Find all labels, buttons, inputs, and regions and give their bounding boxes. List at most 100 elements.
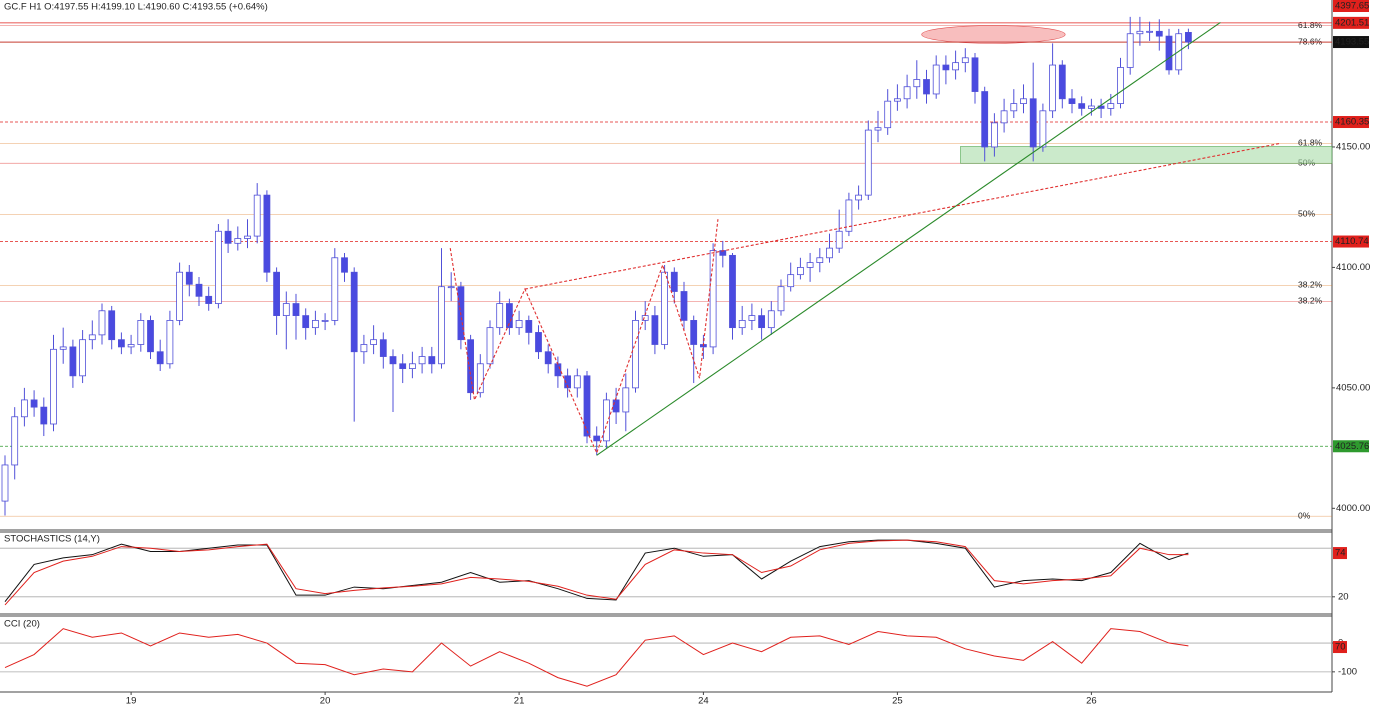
candle-body xyxy=(1058,64,1066,100)
candle-body xyxy=(787,274,795,288)
candle-body xyxy=(641,315,649,321)
y-tick-label: 4000.00 xyxy=(1336,503,1370,514)
candle-body xyxy=(758,315,765,329)
candle-body xyxy=(1107,103,1115,109)
candle-body xyxy=(1155,30,1163,37)
candle-body xyxy=(690,320,698,345)
candle-body xyxy=(680,291,688,321)
candle-body xyxy=(79,339,86,377)
price-label: 4193.55 xyxy=(1335,37,1369,48)
candle-body xyxy=(1039,110,1047,148)
candle-body xyxy=(651,315,659,345)
candle-body xyxy=(1020,98,1027,104)
candle-body xyxy=(379,339,387,357)
candle-body xyxy=(767,310,775,329)
candle-body xyxy=(806,262,814,268)
candle-body xyxy=(564,375,571,389)
price-label: 4025.76 xyxy=(1335,441,1369,452)
candle-body xyxy=(156,351,164,365)
candle-body xyxy=(816,257,824,263)
candle-body xyxy=(370,339,378,345)
price-label-box xyxy=(1333,440,1369,453)
price-label-box xyxy=(1333,0,1369,12)
candle-body xyxy=(709,250,717,348)
candle-body xyxy=(748,315,756,321)
candle-body xyxy=(603,399,610,442)
fib-label: 0% xyxy=(1298,511,1311,521)
ellipse-marker xyxy=(921,25,1066,44)
candle-body xyxy=(205,295,213,304)
value-label: 70 xyxy=(1335,642,1346,653)
candle-body xyxy=(525,320,533,333)
candle-body xyxy=(1136,30,1144,35)
candle-body xyxy=(583,375,591,437)
zone xyxy=(960,146,1333,164)
candle-body xyxy=(981,91,989,148)
candle-body xyxy=(913,79,921,88)
candle-body xyxy=(942,64,950,71)
candle-body xyxy=(884,100,892,129)
candle-body xyxy=(835,230,843,249)
candle-body xyxy=(1068,98,1076,104)
candle-body xyxy=(244,235,251,239)
y-tick-label: -100 xyxy=(1338,666,1357,677)
candle-body xyxy=(418,356,426,365)
x-tick-label: 21 xyxy=(514,696,525,707)
candle-body xyxy=(903,86,911,100)
candle-body xyxy=(40,406,48,425)
candle-body xyxy=(195,283,203,297)
fib-label: 50% xyxy=(1298,209,1315,219)
candle-body xyxy=(544,351,552,365)
candle-body xyxy=(214,230,222,304)
candle-body xyxy=(59,346,67,350)
panel-title: STOCHASTICS (14,Y) xyxy=(4,534,100,545)
y-tick-label: 4100.00 xyxy=(1336,262,1370,273)
candle-body xyxy=(573,375,581,389)
candle-body xyxy=(1185,32,1192,43)
candle-body xyxy=(292,303,300,316)
candle-body xyxy=(389,356,397,365)
candle-body xyxy=(515,320,523,329)
candle-body xyxy=(864,129,872,196)
candle-body xyxy=(923,79,930,95)
value-box xyxy=(1333,641,1347,654)
price-label: 4201.51 xyxy=(1335,17,1369,28)
fib-label: 38.2% xyxy=(1298,280,1323,290)
trendline xyxy=(449,219,719,455)
candle-body xyxy=(952,62,959,71)
candle-body xyxy=(360,344,368,353)
candle-body xyxy=(1078,103,1086,109)
candle-body xyxy=(30,399,38,408)
x-tick-label: 26 xyxy=(1086,696,1097,707)
candle-body xyxy=(670,271,678,292)
candle-body xyxy=(253,194,261,237)
candle-body xyxy=(738,320,746,329)
candle-body xyxy=(185,271,193,285)
candle-body xyxy=(166,320,174,365)
candle-body xyxy=(11,416,19,466)
candle-body xyxy=(311,320,319,329)
candle-body xyxy=(612,399,620,413)
candle-body xyxy=(894,98,901,102)
price-label: 4160.35 xyxy=(1335,117,1369,128)
trendline xyxy=(596,21,1221,456)
panel-title: CCI (20) xyxy=(4,619,40,630)
y-tick-label: 4050.00 xyxy=(1336,382,1370,393)
price-label-box xyxy=(1333,36,1369,49)
header: GC.F H1 O:4197.55 H:4199.10 L:4190.60 C:… xyxy=(4,2,268,13)
price-label-box xyxy=(1333,235,1369,248)
candle-body xyxy=(661,271,668,345)
candle-body xyxy=(331,257,339,321)
candle-body xyxy=(341,257,348,273)
indicator-line xyxy=(4,628,1189,687)
candle-body xyxy=(137,320,145,345)
candle-body xyxy=(302,315,310,329)
candle-body xyxy=(1000,110,1008,124)
x-tick-label: 20 xyxy=(320,696,331,707)
candle-body xyxy=(777,286,785,312)
candle-body xyxy=(428,356,436,365)
candle-body xyxy=(845,199,853,232)
y-tick-label: 20 xyxy=(1338,591,1349,602)
